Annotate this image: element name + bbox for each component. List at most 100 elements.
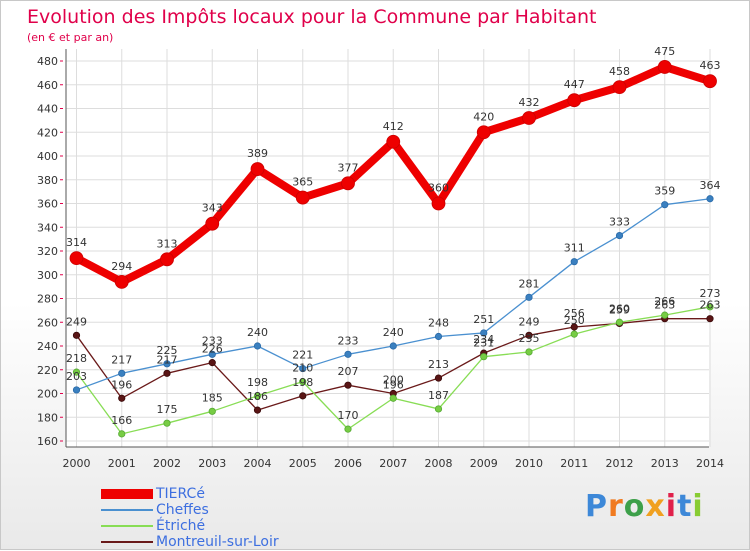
data-point [208,407,216,415]
data-point [525,348,533,356]
data-point [389,342,397,350]
data-point [295,190,310,205]
plot-area [66,49,709,447]
data-label: 263 [654,299,675,312]
data-point [657,60,672,74]
grid [66,49,711,447]
y-tick-label: 160 [37,435,58,448]
data-label: 198 [247,376,268,389]
data-point [344,350,352,358]
data-label: 333 [609,216,630,229]
data-label: 294 [111,260,132,273]
data-label: 170 [338,409,359,422]
legend-swatch [101,509,153,511]
data-label: 377 [338,161,359,174]
data-label: 458 [609,65,630,78]
x-tick-label: 2004 [244,457,272,470]
data-label: 420 [473,110,494,123]
logo-letter: i [665,489,678,524]
data-label: 343 [202,202,223,215]
data-label: 240 [247,326,268,339]
data-point [341,176,355,191]
y-tick-label: 380 [37,174,58,187]
data-label: 263 [700,299,721,312]
y-tick-label: 360 [37,198,58,211]
data-label: 200 [383,374,404,387]
data-label: 314 [66,236,87,249]
data-label: 186 [247,390,268,403]
data-point [615,318,624,326]
data-point [434,405,443,413]
data-point [434,374,443,382]
data-label: 234 [473,333,494,346]
data-point [661,311,669,319]
y-tick-label: 220 [37,364,58,377]
logo-letter: r [608,489,624,524]
data-point [525,293,533,301]
data-label: 249 [519,315,540,328]
x-tick-label: 2000 [63,457,91,470]
data-point [72,368,81,376]
data-point [253,406,262,414]
data-label: 207 [338,365,359,378]
chart-title: Evolution des Impôts locaux pour la Comm… [27,6,597,28]
x-tick-label: 2005 [289,457,317,470]
data-label: 231 [473,337,494,350]
data-point [208,350,216,358]
data-point [706,315,714,323]
legend-swatch [101,541,153,543]
data-label: 389 [247,147,268,160]
data-label: 217 [157,353,178,366]
data-point [72,331,81,339]
data-label: 360 [428,182,449,195]
data-label: 196 [111,378,132,391]
data-point [205,216,220,231]
data-point [661,201,669,209]
data-point [703,74,717,89]
data-label: 250 [564,314,585,327]
x-tick-label: 2008 [425,457,453,470]
data-labels: 314 294 313 343 389 365 377 412 360 420 432 447 458 4… [66,45,721,427]
data-label: 233 [202,334,223,347]
x-tick-label: 2014 [696,457,724,470]
legend-label: Étriché [156,518,206,534]
data-point [612,80,627,95]
data-label: 187 [428,389,449,402]
y-tick-label: 400 [37,150,58,163]
data-point [480,353,488,361]
legend-label: Montreuil-sur-Loir [156,534,279,550]
y-tick-label: 420 [37,126,58,139]
data-label: 364 [700,179,721,192]
data-point [476,125,491,140]
data-point [434,332,443,341]
series-layer [69,60,717,438]
data-point [567,93,582,108]
data-point [389,394,397,402]
data-label: 260 [609,302,630,315]
data-point [525,331,533,339]
data-label: 210 [292,362,313,375]
x-tick-label: 2003 [198,457,226,470]
logo-letter: i [692,489,704,524]
data-label: 475 [654,45,675,58]
data-point [208,359,216,367]
x-tick-label: 2009 [470,457,498,470]
data-label: 256 [564,307,585,320]
data-point [299,392,307,400]
data-label: 196 [383,378,404,391]
y-tick-label: 200 [37,388,58,401]
data-point [431,196,446,211]
logo-letter: P [585,489,608,524]
data-point [160,252,174,267]
data-point [114,274,129,289]
x-tick-label: 2002 [153,457,181,470]
data-point [706,303,714,311]
x-tick-label: 2012 [606,457,634,470]
x-tick-label: 2013 [651,457,679,470]
data-point [570,323,578,331]
y-tick-label: 480 [37,55,58,68]
data-point [570,330,578,338]
data-point [118,369,126,377]
data-label: 166 [111,414,132,427]
